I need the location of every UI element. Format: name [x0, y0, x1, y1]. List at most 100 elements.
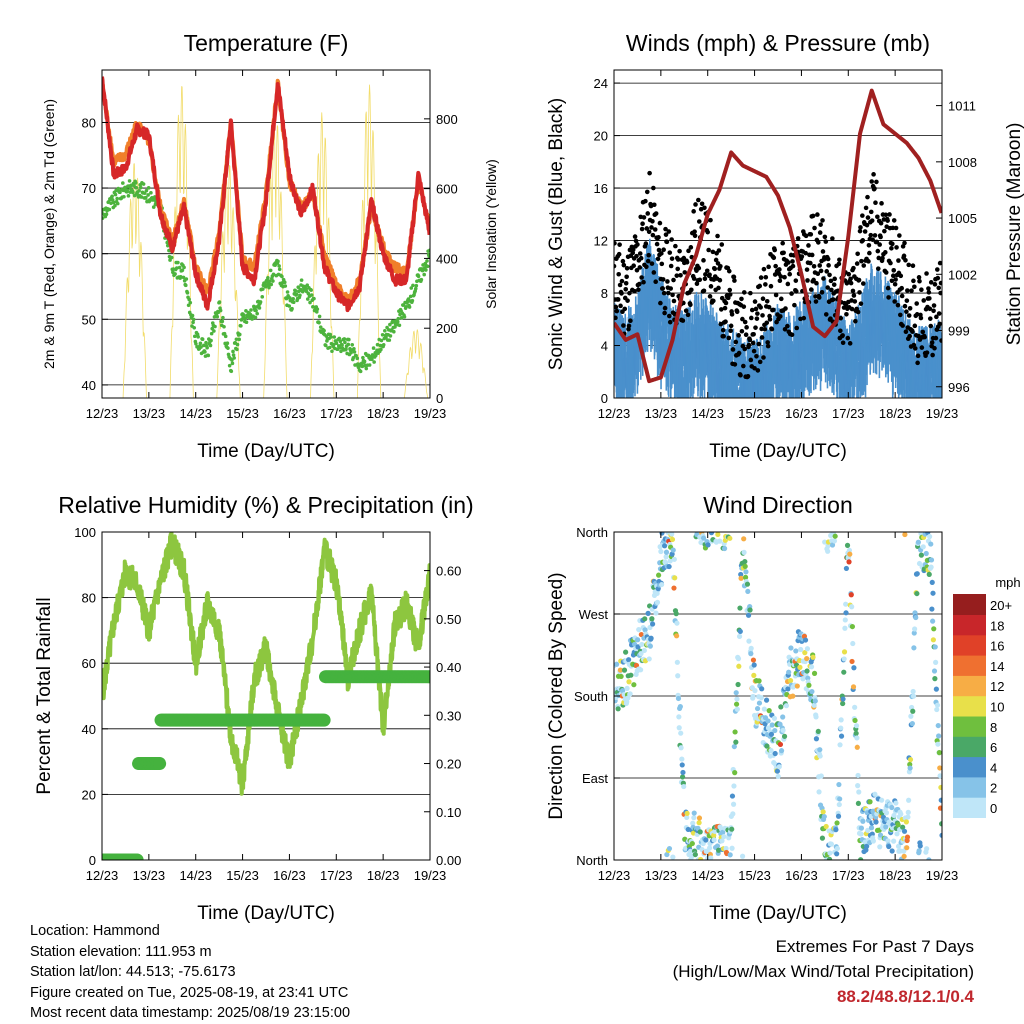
gust-point: [889, 245, 894, 251]
direction-point: [765, 725, 772, 731]
direction-point: [938, 797, 942, 803]
gust-point: [716, 248, 722, 253]
y-tick-label: 20: [594, 129, 608, 144]
dewpoint-points: [184, 277, 189, 281]
gust-point: [666, 313, 672, 319]
dewpoint-points: [146, 193, 150, 197]
direction-point: [858, 857, 864, 860]
direction-point: [620, 687, 626, 694]
direction-point: [766, 707, 772, 714]
direction-point: [907, 765, 913, 771]
gust-point: [754, 316, 760, 321]
dewpoint-points: [355, 356, 360, 361]
gust-point: [851, 293, 857, 298]
gust-point: [837, 257, 842, 263]
dewpoint-points: [192, 334, 197, 339]
direction-point: [739, 853, 746, 859]
legend-label: 6: [990, 740, 997, 755]
gust-point: [905, 288, 910, 293]
gust-point: [861, 263, 867, 268]
x-tick-label: 17/23: [320, 406, 353, 421]
dewpoint-points: [399, 315, 404, 320]
gust-point: [760, 313, 765, 318]
legend-swatch: [953, 776, 986, 798]
gust-point: [691, 276, 697, 281]
gust-point: [793, 278, 799, 283]
gust-point: [637, 281, 642, 287]
direction-point: [733, 739, 739, 745]
x-tick-label: 18/23: [879, 868, 912, 883]
gust-point: [644, 226, 650, 231]
dewpoint-points: [330, 349, 334, 354]
gust-point: [785, 323, 790, 329]
direction-point: [846, 547, 853, 553]
direction-point: [808, 664, 815, 670]
gust-point: [618, 303, 623, 309]
y2-tick-label: 0.10: [436, 805, 461, 820]
legend-label: 8: [990, 720, 997, 735]
gust-point: [876, 255, 882, 261]
gust-point: [814, 280, 819, 286]
gust-point: [740, 316, 745, 322]
direction-point: [672, 575, 678, 581]
gust-point: [634, 253, 639, 259]
direction-point: [764, 743, 770, 749]
gust-point: [799, 254, 805, 259]
gust-point: [823, 239, 829, 244]
dewpoint-points: [375, 342, 380, 347]
direction-point: [711, 832, 717, 838]
direction-point: [894, 831, 900, 837]
y-tick-label: North: [576, 525, 608, 540]
gust-point: [906, 313, 912, 318]
gust-point: [855, 309, 861, 315]
direction-point: [638, 631, 644, 638]
gust-point: [623, 286, 629, 292]
direction-point: [666, 845, 673, 852]
y-tick-label: 60: [82, 656, 96, 671]
direction-point: [826, 856, 833, 860]
y-tick-label: 12: [594, 234, 608, 249]
direction-point: [930, 618, 936, 624]
direction-point: [813, 736, 820, 742]
direction-point: [929, 579, 935, 586]
direction-point: [645, 610, 651, 616]
gust-point: [688, 302, 693, 307]
dewpoint-points: [277, 264, 281, 268]
gust-point: [868, 232, 874, 238]
direction-point: [912, 626, 918, 632]
gust-point: [838, 315, 844, 321]
y-tick-label: 80: [82, 591, 96, 606]
gust-point: [819, 290, 825, 295]
direction-point: [678, 730, 684, 736]
solar-insolation-line: [102, 84, 430, 398]
gust-point: [675, 266, 681, 272]
direction-point: [855, 783, 861, 789]
gust-point: [778, 296, 784, 302]
gust-point: [782, 274, 787, 280]
gust-point: [615, 297, 621, 302]
direction-point: [834, 845, 841, 852]
direction-point: [748, 651, 754, 657]
gust-point: [878, 220, 884, 226]
gust-point: [742, 319, 748, 325]
gust-point: [667, 319, 673, 325]
gust-point: [928, 280, 934, 285]
y2-tick-label: 0: [436, 391, 443, 406]
dewpoint-points: [318, 325, 323, 329]
gust-point: [919, 345, 925, 350]
dewpoint-points: [285, 290, 290, 294]
direction-point: [856, 789, 862, 795]
gust-point: [893, 225, 899, 231]
direction-point: [838, 733, 845, 739]
elevation-text: Station elevation: 111.953 m: [30, 943, 212, 960]
dewpoint-points: [198, 341, 203, 346]
dewpoint-points: [379, 338, 384, 343]
gust-point: [897, 312, 903, 318]
gust-point: [761, 355, 766, 360]
gust-point: [729, 312, 735, 317]
gust-point: [651, 270, 657, 275]
direction-point: [670, 547, 676, 553]
gust-point: [619, 291, 624, 296]
gust-point: [828, 278, 834, 284]
direction-point: [706, 845, 713, 851]
